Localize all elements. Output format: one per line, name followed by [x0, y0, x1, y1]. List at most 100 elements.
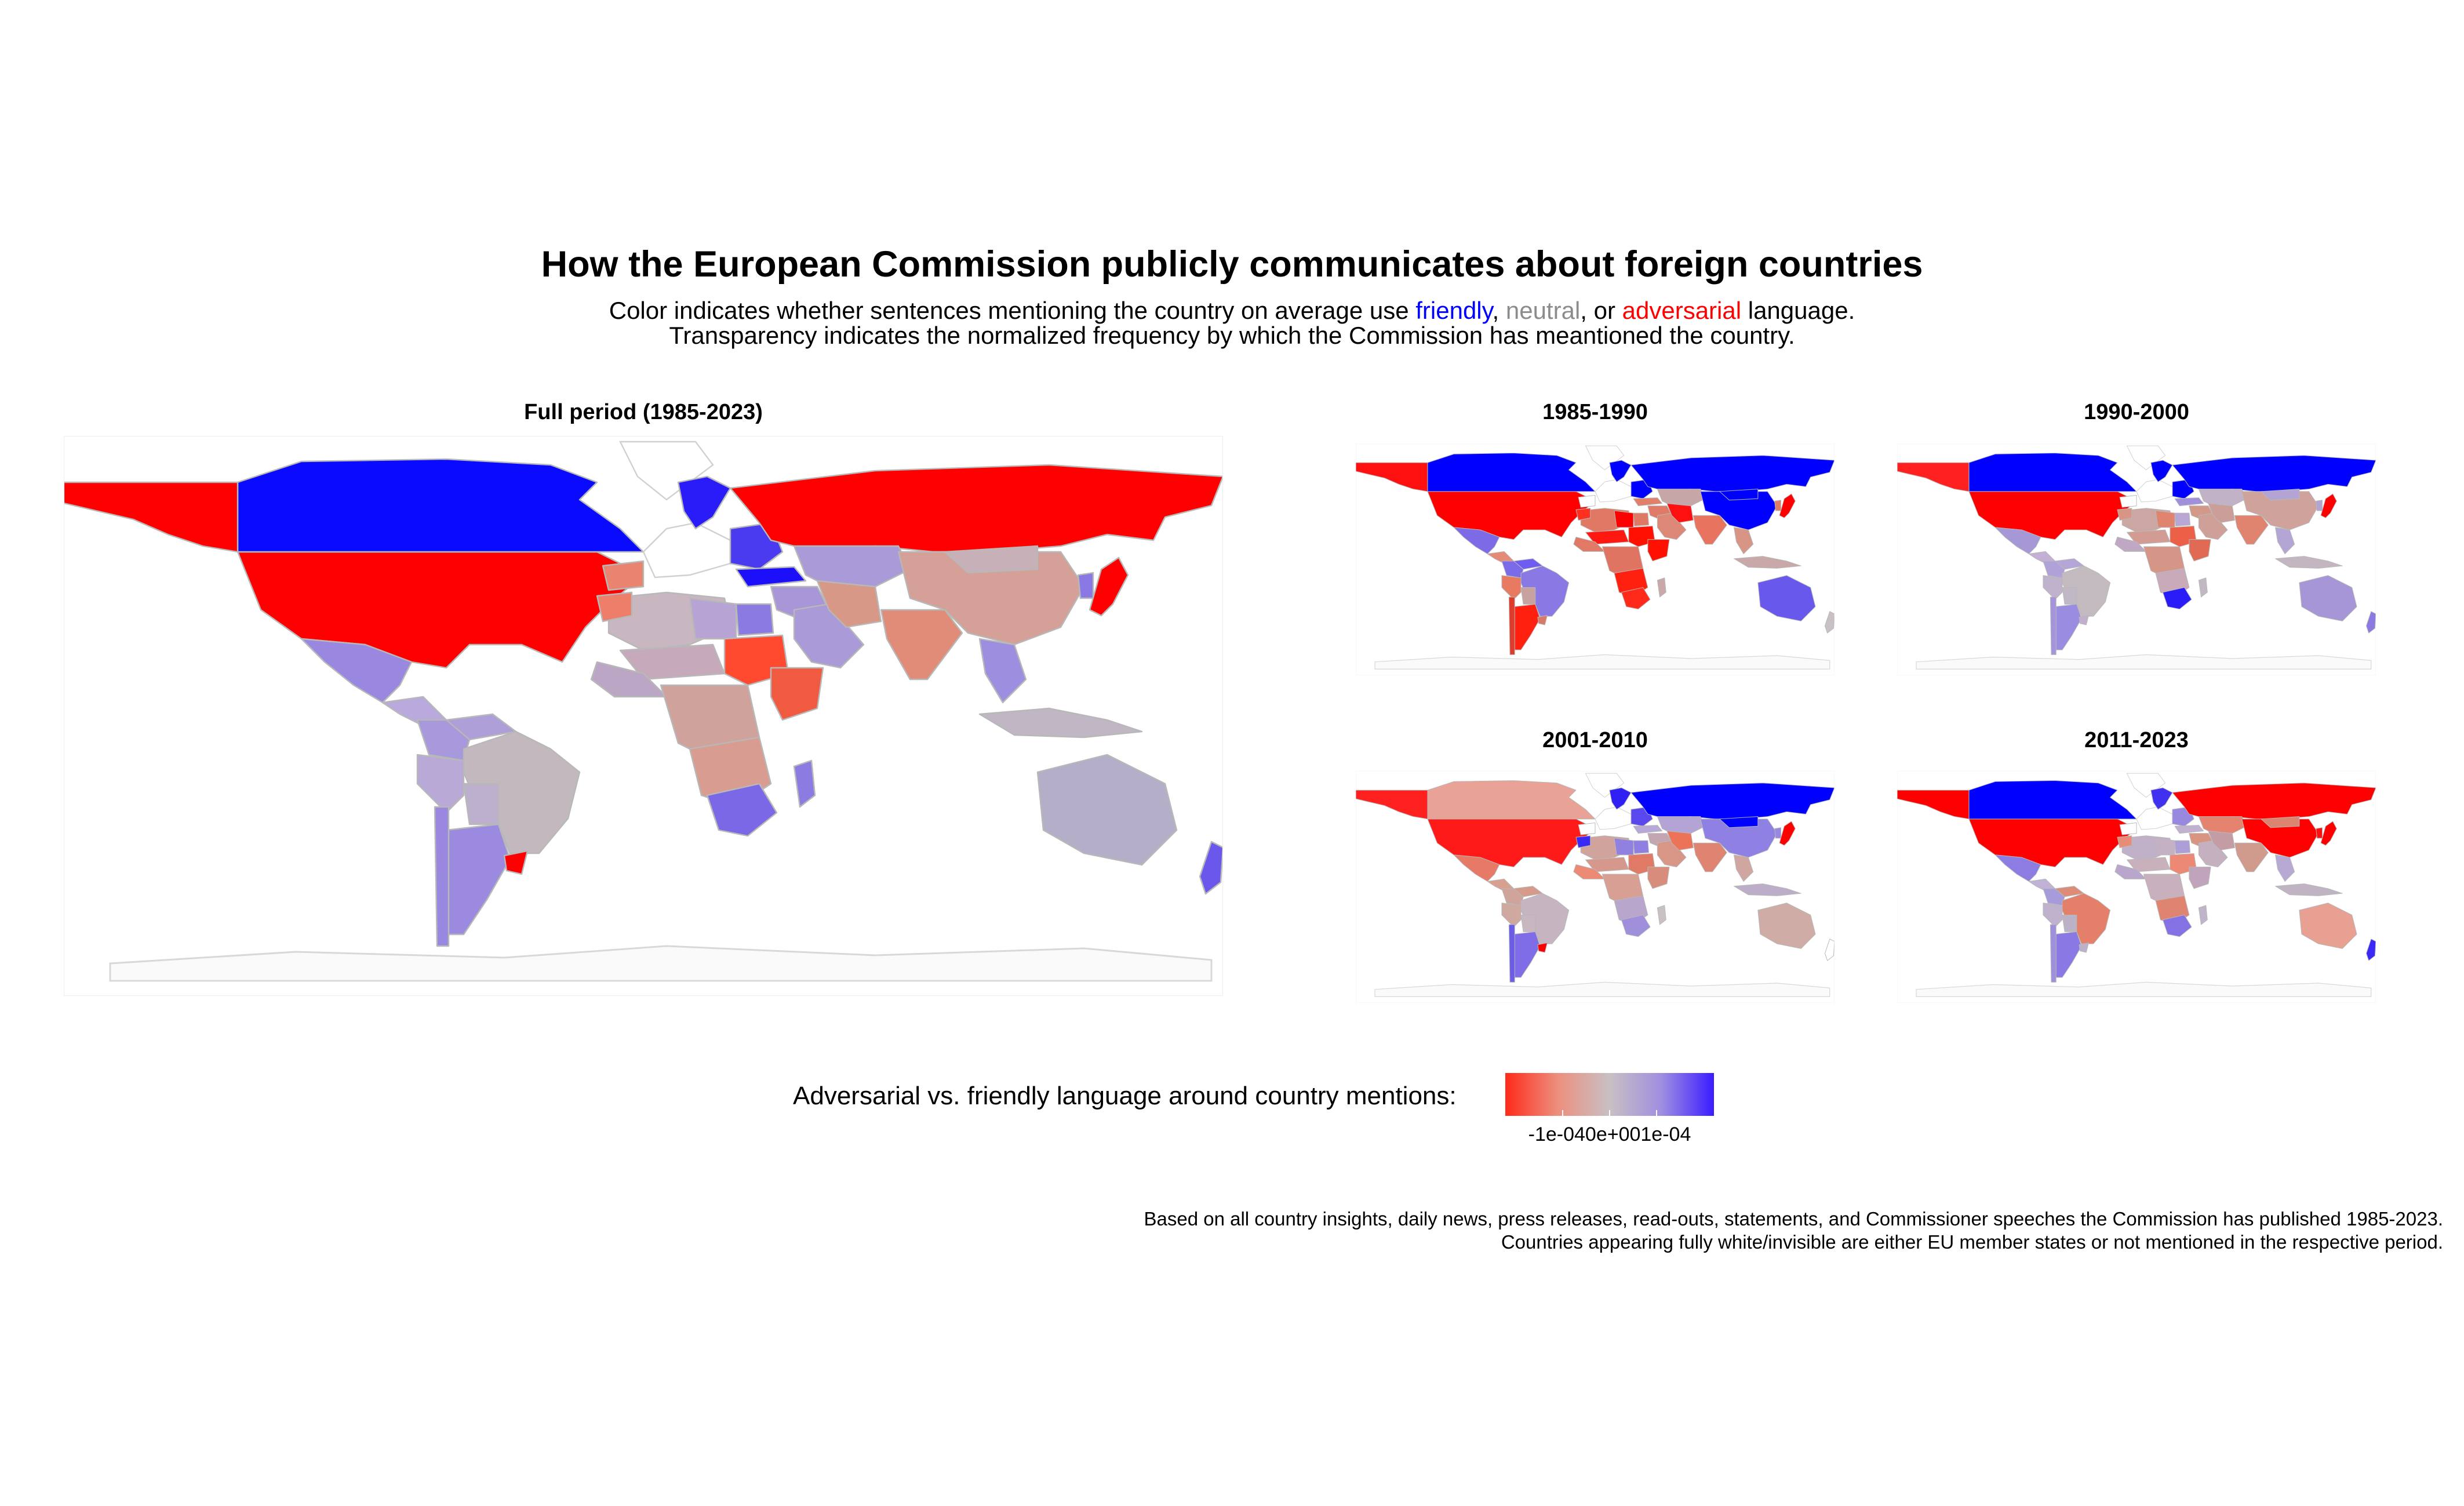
region-turkey: [1633, 825, 1663, 834]
region-turkey: [2174, 497, 2204, 507]
region-egypt: [1633, 512, 1650, 526]
region-uruguay: [2079, 614, 2089, 625]
region-bolivia: [2062, 587, 2077, 605]
subtitle-line-2: Transparency indicates the normalized fr…: [669, 322, 1795, 349]
region-south-africa: [1621, 914, 1651, 937]
subtitle-line-1: Color indicates whether sentences mentio…: [0, 299, 2464, 323]
region-madagascar: [1657, 905, 1666, 925]
region-central-asia: [1657, 816, 1706, 834]
region-canada: [1968, 453, 2137, 492]
region-madagascar: [2198, 905, 2208, 925]
region-indonesia: [2275, 556, 2343, 569]
region-new-zealand: [1199, 841, 1223, 895]
caption-line-1: Based on all country insights, daily new…: [1144, 1208, 2443, 1229]
region-mexico: [1453, 527, 1500, 554]
region-horn-of-africa: [2189, 867, 2211, 889]
region-peru: [1501, 575, 1522, 600]
region-korea: [1774, 500, 1781, 511]
region-antarctica: [1916, 654, 2372, 670]
panel-title-full: Full period (1985-2023): [524, 400, 763, 424]
region-chile: [1508, 924, 1515, 983]
region-russia: [1630, 455, 1835, 492]
region-japan: [1779, 493, 1796, 518]
region-indonesia: [2275, 883, 2343, 896]
region-russia: [1630, 783, 1835, 820]
region-alaska: [1356, 790, 1428, 820]
region-west-africa: [1573, 864, 1606, 879]
region-madagascar: [1657, 577, 1666, 598]
region-antarctica: [109, 945, 1213, 982]
legend-tick-mark: [1656, 1110, 1657, 1116]
region-chile: [1508, 596, 1515, 655]
region-horn-of-africa: [1647, 867, 1670, 889]
region-central-asia: [1657, 489, 1706, 507]
region-india: [2234, 842, 2269, 872]
subtitle-suffix: language.: [1741, 297, 1855, 324]
region-iran: [2208, 831, 2235, 851]
region-antarctica: [1916, 981, 2372, 997]
region-uruguay: [2079, 942, 2089, 953]
region-southeast-asia: [1734, 854, 1754, 882]
region-central-asia: [793, 545, 911, 588]
region-alaska: [1356, 462, 1428, 492]
region-chile: [2050, 596, 2057, 655]
legend-label: Adversarial vs. friendly language around…: [793, 1082, 1457, 1110]
region-south-africa: [2162, 914, 2192, 937]
region-horn-of-africa: [1647, 539, 1670, 562]
region-korea: [2316, 827, 2323, 839]
region-horn-of-africa: [770, 667, 824, 721]
region-canada: [1427, 453, 1596, 492]
region-southeast-asia: [2275, 527, 2295, 554]
region-turkey: [735, 566, 807, 588]
region-australia: [2299, 575, 2357, 621]
region-west-africa: [2114, 864, 2147, 879]
region-new-zealand: [2365, 611, 2376, 634]
region-norway: [1609, 787, 1632, 810]
region-south-africa: [706, 783, 778, 837]
region-usa: [236, 551, 645, 669]
region-alaska: [1897, 790, 1970, 820]
region-russia: [729, 464, 1223, 553]
region-peru: [1501, 903, 1522, 927]
region-madagascar: [2198, 577, 2208, 598]
region-india: [2234, 515, 2269, 545]
region-japan: [2320, 493, 2337, 518]
region-argentina: [445, 823, 511, 936]
region-libya: [1614, 510, 1634, 528]
region-chile: [434, 806, 450, 947]
region-central-asia: [2198, 489, 2247, 507]
region-india: [1693, 515, 1727, 545]
region-norway: [2150, 787, 2173, 810]
region-egypt: [1633, 840, 1650, 854]
world-map-1990-2000: [1897, 443, 2376, 675]
region-mexico: [300, 638, 413, 704]
region-libya: [1614, 838, 1634, 856]
region-norway: [1609, 460, 1632, 482]
region-peru: [2043, 903, 2063, 927]
region-argentina: [1513, 931, 1541, 978]
region-new-zealand: [2365, 938, 2376, 961]
caption-line-2: Countries appearing fully white/invisibl…: [1501, 1231, 2443, 1253]
region-mongolia: [2261, 489, 2300, 501]
region-indonesia: [1734, 556, 1801, 569]
region-horn-of-africa: [2189, 539, 2211, 562]
region-usa: [1427, 819, 1596, 868]
subtitle-adversarial: adversarial: [1622, 297, 1742, 324]
region-indonesia: [1734, 883, 1801, 896]
region-china: [2241, 819, 2319, 858]
region-usa: [1427, 491, 1596, 540]
region-southeast-asia: [1734, 527, 1754, 554]
subtitle-friendly: friendly: [1415, 297, 1493, 324]
subtitle-neutral: neutral: [1505, 297, 1581, 324]
region-canada: [1968, 780, 2137, 820]
region-russia: [2172, 455, 2376, 492]
region-mexico: [1453, 854, 1500, 882]
region-iberia: [1578, 822, 1596, 835]
region-iberia: [2119, 494, 2137, 508]
region-iberia: [602, 560, 645, 591]
region-argentina: [1513, 603, 1541, 650]
region-libya: [2155, 838, 2175, 856]
region-argentina: [2055, 603, 2082, 650]
region-australia: [1757, 575, 1816, 621]
region-madagascar: [793, 759, 816, 808]
